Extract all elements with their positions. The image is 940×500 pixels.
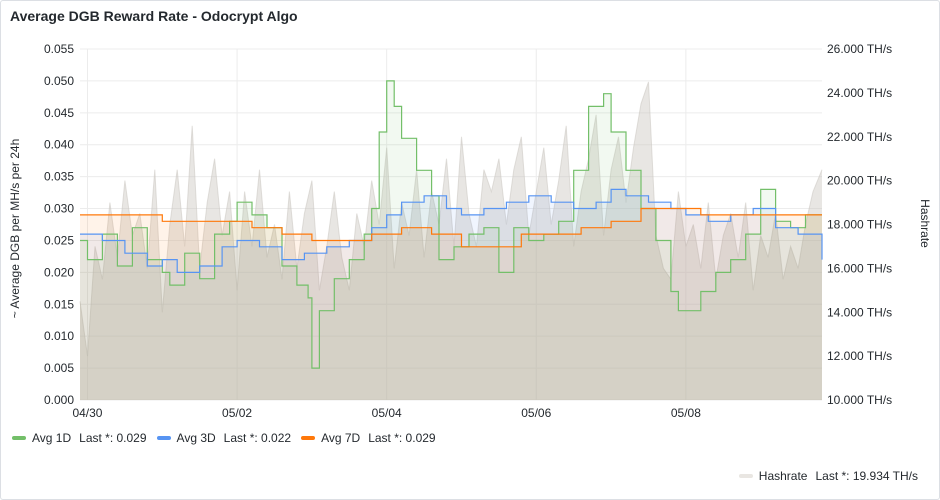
y2-tick-label: 22.000 TH/s bbox=[827, 130, 892, 144]
y-tick-label: 0.000 bbox=[44, 393, 74, 407]
legend-label-avg-1d: Avg 1D bbox=[32, 431, 72, 445]
y-tick-label: 0.050 bbox=[44, 74, 74, 88]
legend-item-avg-7d[interactable]: Avg 7D Last *: 0.029 bbox=[301, 431, 436, 445]
legend-item-avg-1d[interactable]: Avg 1D Last *: 0.029 bbox=[12, 431, 147, 445]
legend-item-avg-3d[interactable]: Avg 3D Last *: 0.022 bbox=[156, 431, 292, 445]
y2-tick-label: 16.000 TH/s bbox=[827, 261, 892, 275]
x-tick-label: 05/08 bbox=[671, 406, 701, 420]
y-tick-label: 0.040 bbox=[44, 138, 74, 152]
y-tick-label: 0.015 bbox=[44, 297, 74, 311]
series-area-avg-3d bbox=[80, 189, 822, 400]
series-area-avg-1d bbox=[80, 80, 822, 401]
legend-left: Avg 1D Last *: 0.029 Avg 3D Last *: 0.02… bbox=[12, 431, 446, 445]
legend-swatch-hashrate bbox=[738, 474, 753, 478]
y2-axis-title: Hashrate bbox=[918, 199, 932, 248]
legend-label-hashrate: Hashrate bbox=[758, 469, 808, 483]
x-tick-label: 05/04 bbox=[372, 406, 402, 420]
legend-last-hashrate: Last *: 19.934 TH/s bbox=[815, 469, 918, 483]
legend-last-avg-7d: Last *: 0.029 bbox=[368, 431, 436, 445]
legend-last-avg-3d: Last *: 0.022 bbox=[223, 431, 292, 445]
y2-tick-label: 24.000 TH/s bbox=[827, 86, 892, 100]
legend-last-avg-1d: Last *: 0.029 bbox=[79, 431, 147, 445]
y-tick-label: 0.035 bbox=[44, 170, 74, 184]
x-tick-label: 05/02 bbox=[222, 406, 252, 420]
legend-item-hashrate[interactable]: Hashrate Last *: 19.934 TH/s bbox=[738, 469, 918, 483]
y-axis-title: ~ Average DGB per MH/s per 24h bbox=[8, 139, 22, 319]
series-line-avg-1d bbox=[80, 80, 822, 369]
series-area-hashrate bbox=[80, 81, 822, 401]
y-tick-label: 0.030 bbox=[44, 202, 74, 216]
series-line-avg-7d bbox=[80, 207, 822, 248]
legend-swatch-avg-1d bbox=[12, 436, 26, 440]
y2-tick-label: 12.000 TH/s bbox=[827, 349, 892, 363]
legend-swatch-avg-7d bbox=[301, 436, 316, 440]
y-tick-label: 0.010 bbox=[44, 329, 74, 343]
series-line-avg-3d bbox=[80, 188, 823, 273]
series-area-avg-7d bbox=[80, 208, 822, 400]
legend-label-avg-3d: Avg 3D bbox=[176, 431, 216, 445]
axes: 0.000 0.005 0.010 0.015 0.020 0.025 0.030 0.035… bbox=[8, 42, 932, 420]
legend-right: Hashrate Last *: 19.934 TH/s bbox=[738, 469, 918, 483]
y-tick-label: 0.020 bbox=[44, 265, 74, 279]
y2-tick-label: 20.000 TH/s bbox=[827, 174, 892, 188]
x-tick-label: 04/30 bbox=[72, 406, 102, 420]
series-line-hashrate bbox=[79, 81, 823, 357]
series-fills bbox=[80, 80, 822, 401]
y2-tick-label: 18.000 TH/s bbox=[827, 218, 892, 232]
x-tick-label: 05/06 bbox=[521, 406, 551, 420]
y-tick-label: 0.025 bbox=[44, 233, 74, 247]
hashrate-layer bbox=[79, 81, 823, 401]
y2-tick-label: 26.000 TH/s bbox=[827, 42, 892, 56]
y2-tick-label: 10.000 TH/s bbox=[827, 393, 892, 407]
legend-swatch-avg-3d bbox=[156, 436, 171, 440]
legend-label-avg-7d: Avg 7D bbox=[321, 431, 361, 445]
y-tick-label: 0.055 bbox=[44, 42, 74, 56]
y-tick-label: 0.045 bbox=[44, 106, 74, 120]
series-lines bbox=[80, 80, 823, 369]
y2-tick-label: 14.000 TH/s bbox=[827, 305, 892, 319]
panel-title: Average DGB Reward Rate - Odocrypt Algo bbox=[10, 8, 298, 24]
y-tick-label: 0.005 bbox=[44, 361, 74, 375]
